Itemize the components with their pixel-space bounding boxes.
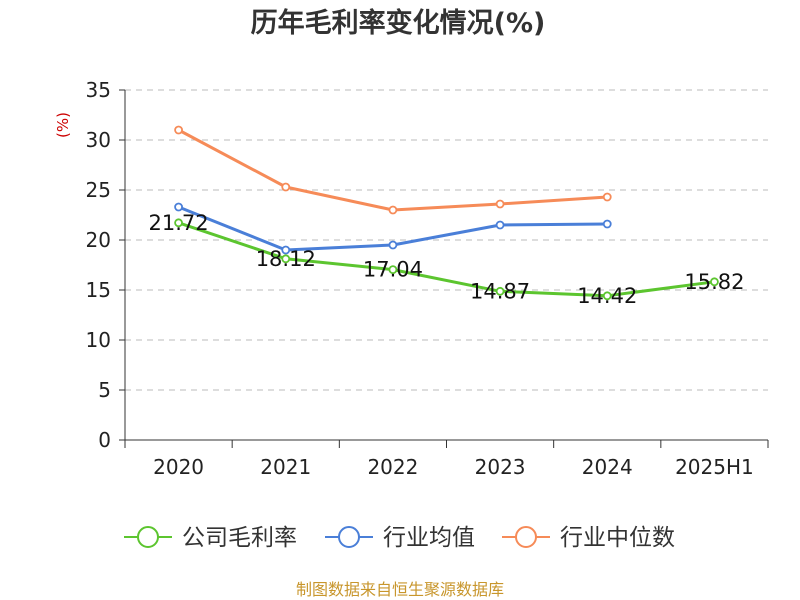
x-tick-label-2020: 2020 bbox=[153, 455, 204, 479]
legend-item-1[interactable]: 行业均值 bbox=[325, 525, 475, 551]
legend-label-1: 行业均值 bbox=[383, 525, 475, 551]
series-1-point-2023[interactable] bbox=[495, 220, 505, 230]
data-label-2025H1: 15.82 bbox=[684, 270, 744, 294]
x-tick-label-2023: 2023 bbox=[475, 455, 526, 479]
series-2-point-2023[interactable] bbox=[495, 199, 505, 209]
data-label-2020: 21.72 bbox=[149, 211, 209, 235]
legend-marker-2 bbox=[515, 526, 537, 548]
source-note: 制图数据来自恒生聚源数据库 bbox=[296, 580, 504, 599]
y-tick-label-20: 20 bbox=[86, 228, 111, 252]
y-tick-label-30: 30 bbox=[86, 128, 111, 152]
series-1-point-2020[interactable] bbox=[174, 202, 183, 212]
y-tick-label-5: 5 bbox=[98, 378, 111, 402]
y-tick-label-35: 35 bbox=[86, 78, 111, 102]
y-tick-label-15: 15 bbox=[86, 278, 111, 302]
legend-marker-0 bbox=[137, 526, 159, 548]
data-label-2021: 18.12 bbox=[256, 247, 316, 271]
series-0-point-2022[interactable] bbox=[388, 265, 398, 275]
series-1-point-2024[interactable] bbox=[602, 219, 612, 229]
series-0-point-2021[interactable] bbox=[281, 254, 291, 264]
y-axis-unit-label: (%) bbox=[54, 112, 72, 138]
data-label-2023: 14.87 bbox=[470, 279, 530, 303]
series-1-point-2022[interactable] bbox=[388, 240, 398, 250]
chart-title: 历年毛利率变化情况(%) bbox=[251, 7, 546, 39]
x-tick-label-2021: 2021 bbox=[260, 455, 311, 479]
legend-marker-1 bbox=[338, 526, 360, 548]
axes: 0 5 10 15 20 25 30 35 2020 2021 2022 2023 2024 2025H1 bbox=[86, 78, 769, 479]
data-label-2024: 14.42 bbox=[577, 284, 637, 308]
x-tick-label-2022: 2022 bbox=[367, 455, 418, 479]
data-labels: 21.72 18.12 17.04 14.87 14.42 15.82 bbox=[149, 211, 745, 308]
legend[interactable]: 公司毛利率 行业均值 行业中位数 bbox=[124, 525, 675, 551]
legend-label-2: 行业中位数 bbox=[560, 525, 675, 551]
series-2-point-2020[interactable] bbox=[174, 125, 183, 135]
series-0-point-2023[interactable] bbox=[495, 286, 505, 296]
plot-series bbox=[174, 125, 719, 301]
x-tick-label-2025H1: 2025H1 bbox=[675, 455, 754, 479]
legend-label-0: 公司毛利率 bbox=[182, 525, 297, 551]
series-2-point-2022[interactable] bbox=[388, 205, 398, 215]
data-label-2022: 17.04 bbox=[363, 258, 423, 282]
series-2-point-2021[interactable] bbox=[281, 182, 291, 192]
y-tick-label-10: 10 bbox=[86, 328, 111, 352]
series-2-point-2024[interactable] bbox=[602, 192, 612, 202]
series-0-point-2025H1[interactable] bbox=[710, 277, 719, 287]
gridlines bbox=[125, 89, 768, 391]
series-line-2 bbox=[177, 128, 608, 212]
y-tick-label-0: 0 bbox=[98, 428, 111, 452]
series-0-point-2020[interactable] bbox=[174, 218, 183, 228]
series-1-point-2021[interactable] bbox=[281, 245, 291, 255]
legend-item-0[interactable]: 公司毛利率 bbox=[124, 525, 297, 551]
series-line-0 bbox=[178, 221, 715, 298]
x-tick-label-2024: 2024 bbox=[582, 455, 633, 479]
series-0-point-2024[interactable] bbox=[602, 291, 612, 301]
legend-item-2[interactable]: 行业中位数 bbox=[502, 525, 675, 551]
y-tick-label-25: 25 bbox=[86, 178, 111, 202]
